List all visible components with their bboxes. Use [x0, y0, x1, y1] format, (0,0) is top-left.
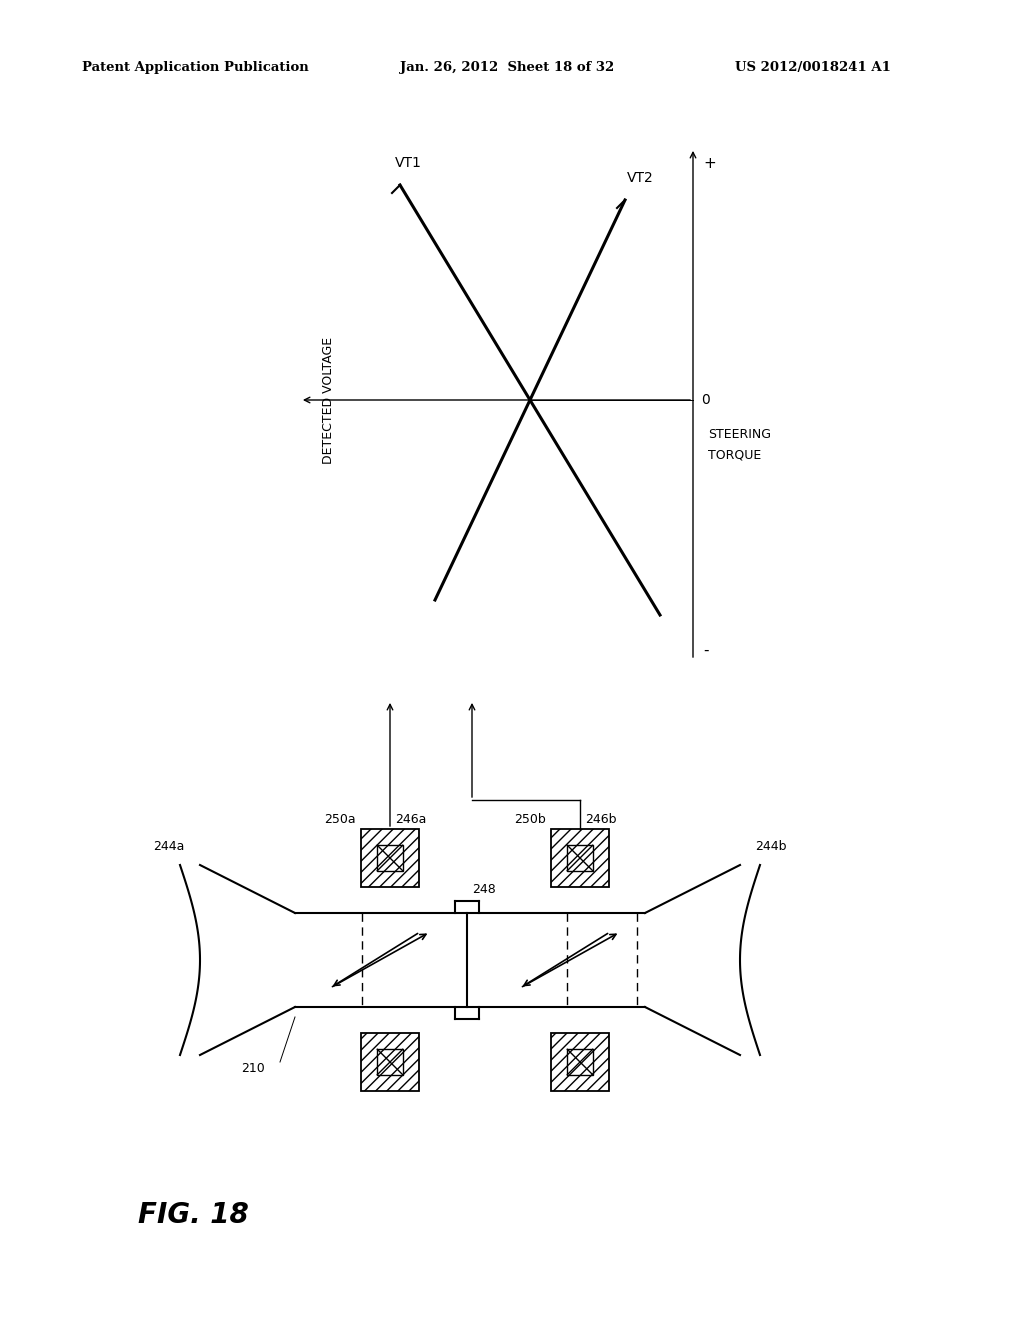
Text: STEERING: STEERING: [708, 429, 771, 441]
Text: 0: 0: [701, 393, 710, 407]
Text: -: -: [703, 643, 709, 657]
Text: 250b: 250b: [514, 813, 546, 826]
Text: VT1: VT1: [395, 156, 422, 170]
Text: 244b: 244b: [755, 840, 786, 853]
Text: Patent Application Publication: Patent Application Publication: [82, 62, 309, 74]
Bar: [551, 829, 609, 887]
Bar: [377, 1049, 402, 1074]
Bar: [361, 1034, 419, 1092]
Text: US 2012/0018241 A1: US 2012/0018241 A1: [735, 62, 891, 74]
Text: 246b: 246b: [585, 813, 616, 826]
Text: Jan. 26, 2012  Sheet 18 of 32: Jan. 26, 2012 Sheet 18 of 32: [400, 62, 614, 74]
Bar: [377, 845, 402, 871]
Bar: [361, 829, 419, 887]
Text: 246a: 246a: [395, 813, 426, 826]
Bar: [551, 1034, 609, 1092]
Text: 244a: 244a: [154, 840, 185, 853]
Text: VT2: VT2: [627, 172, 653, 185]
Text: TORQUE: TORQUE: [708, 449, 761, 462]
Bar: [567, 845, 593, 871]
Text: DETECTED VOLTAGE: DETECTED VOLTAGE: [322, 337, 335, 463]
Text: +: +: [703, 156, 716, 170]
Bar: [567, 1049, 593, 1074]
Text: 250a: 250a: [325, 813, 356, 826]
Text: FIG. 18: FIG. 18: [138, 1201, 249, 1229]
Text: 210: 210: [242, 1063, 265, 1074]
Text: 248: 248: [472, 883, 496, 896]
